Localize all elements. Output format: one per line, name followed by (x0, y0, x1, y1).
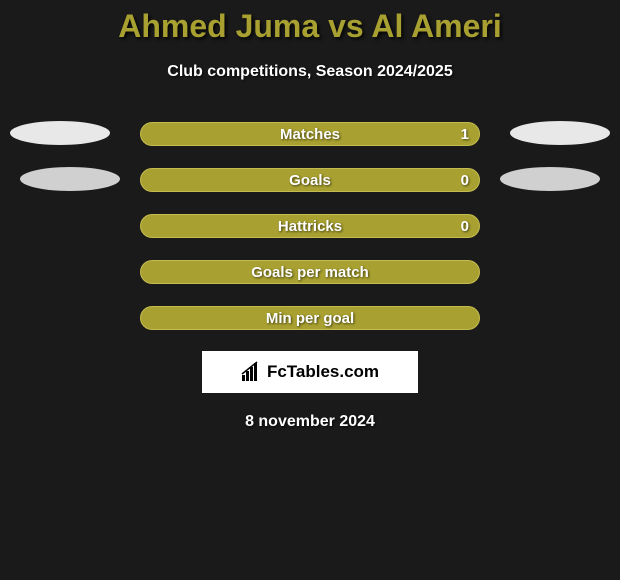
stat-bar-hattricks: Hattricks 0 (140, 214, 480, 238)
main-container: Ahmed Juma vs Al Ameri Club competitions… (0, 0, 620, 431)
stat-label: Matches (280, 126, 340, 143)
subtitle: Club competitions, Season 2024/2025 (0, 63, 620, 81)
stat-bar-goals: Goals 0 (140, 168, 480, 192)
brand-text: FcTables.com (267, 362, 379, 382)
stat-bar-goals-per-match: Goals per match (140, 260, 480, 284)
stat-value: 0 (461, 218, 469, 235)
chart-icon (241, 361, 263, 383)
stat-value: 1 (461, 126, 469, 143)
brand-box[interactable]: FcTables.com (202, 351, 418, 393)
stat-value: 0 (461, 172, 469, 189)
stat-bar-min-per-goal: Min per goal (140, 306, 480, 330)
stat-label: Goals per match (251, 264, 369, 281)
stat-row: Matches 1 (0, 121, 620, 147)
stat-row: Goals per match (0, 259, 620, 285)
stat-row: Min per goal (0, 305, 620, 331)
stat-label: Goals (289, 172, 331, 189)
page-title: Ahmed Juma vs Al Ameri (0, 8, 620, 45)
stats-area: Matches 1 Goals 0 Hattricks 0 Goals per … (0, 121, 620, 331)
date-text: 8 november 2024 (0, 413, 620, 431)
stat-label: Hattricks (278, 218, 342, 235)
stat-row: Hattricks 0 (0, 213, 620, 239)
stat-bar-matches: Matches 1 (140, 122, 480, 146)
stat-label: Min per goal (266, 310, 354, 327)
stat-row: Goals 0 (0, 167, 620, 193)
